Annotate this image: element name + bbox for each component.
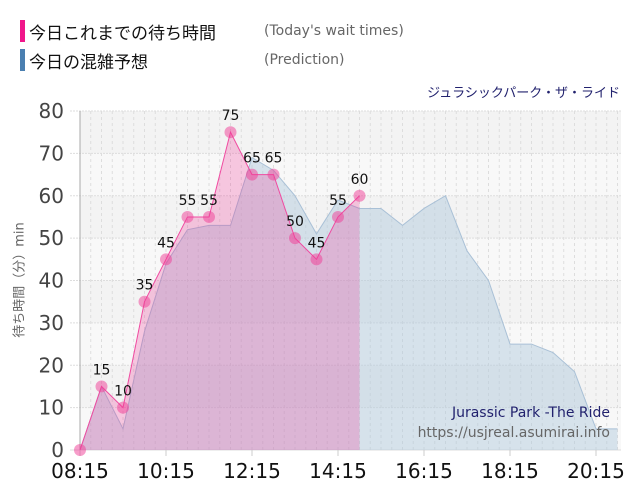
legend-sub-prediction: (Prediction) <box>264 52 345 68</box>
x-tick-label: 16:15 <box>395 459 453 483</box>
x-tick-label: 10:15 <box>137 459 195 483</box>
data-point <box>203 210 215 223</box>
data-label: 65 <box>243 151 261 167</box>
data-label: 35 <box>136 278 154 294</box>
x-tick-label: 12:15 <box>223 459 281 483</box>
y-tick-label: 70 <box>39 141 64 165</box>
y-tick-label: 30 <box>39 311 64 335</box>
data-point <box>160 253 172 266</box>
legend-item-actual: 今日これまでの待ち時間 (Today's wait times) <box>20 20 404 44</box>
data-point <box>332 210 344 223</box>
ride-name-en: Jurassic Park -The Ride <box>451 405 610 421</box>
data-label: 55 <box>329 193 347 209</box>
actual-area <box>80 132 360 450</box>
data-label: 65 <box>265 151 283 167</box>
y-tick-label: 80 <box>39 99 64 123</box>
plot-band <box>80 153 621 196</box>
data-label: 45 <box>308 235 326 251</box>
x-tick-label: 14:15 <box>309 459 367 483</box>
prediction-area <box>80 157 618 451</box>
data-label: 45 <box>157 235 175 251</box>
ride-name-jp: ジュラシックパーク・ザ・ライド <box>427 86 620 101</box>
data-point <box>310 253 323 266</box>
data-label: 60 <box>351 172 369 188</box>
data-label: 50 <box>286 214 304 230</box>
data-point <box>246 168 258 181</box>
data-label: 55 <box>200 193 218 209</box>
data-point <box>224 126 237 139</box>
y-tick-label: 20 <box>39 353 64 377</box>
plot-band <box>80 111 621 154</box>
site-url: https://usjreal.asumirai.info <box>418 425 610 441</box>
data-point <box>289 232 301 245</box>
y-tick-label: 60 <box>39 184 64 208</box>
data-label: 55 <box>179 193 197 209</box>
data-point <box>95 380 108 393</box>
data-point <box>181 210 194 223</box>
y-tick-label: 0 <box>51 438 64 462</box>
y-tick-label: 50 <box>39 226 64 250</box>
data-point <box>138 295 151 308</box>
data-point <box>267 168 280 181</box>
x-tick-label: 18:15 <box>481 459 539 483</box>
x-tick-label: 20:15 <box>567 459 625 483</box>
y-tick-label: 40 <box>39 269 64 293</box>
data-point <box>117 401 129 414</box>
legend-swatch-prediction <box>20 49 25 71</box>
data-point <box>353 189 366 202</box>
data-label: 10 <box>114 384 132 400</box>
data-point <box>74 444 86 456</box>
data-label: 15 <box>93 362 111 378</box>
x-tick-label: 08:15 <box>51 459 109 483</box>
y-tick-label: 10 <box>39 396 64 420</box>
data-label: 75 <box>222 108 240 124</box>
legend-swatch-actual <box>20 20 25 42</box>
legend-item-prediction: 今日の混雑予想 (Prediction) <box>20 49 345 73</box>
legend-label-prediction: 今日の混雑予想 <box>29 52 148 73</box>
legend-sub-actual: (Today's wait times) <box>264 23 404 39</box>
legend-label-actual: 今日これまでの待ち時間 <box>29 23 216 44</box>
